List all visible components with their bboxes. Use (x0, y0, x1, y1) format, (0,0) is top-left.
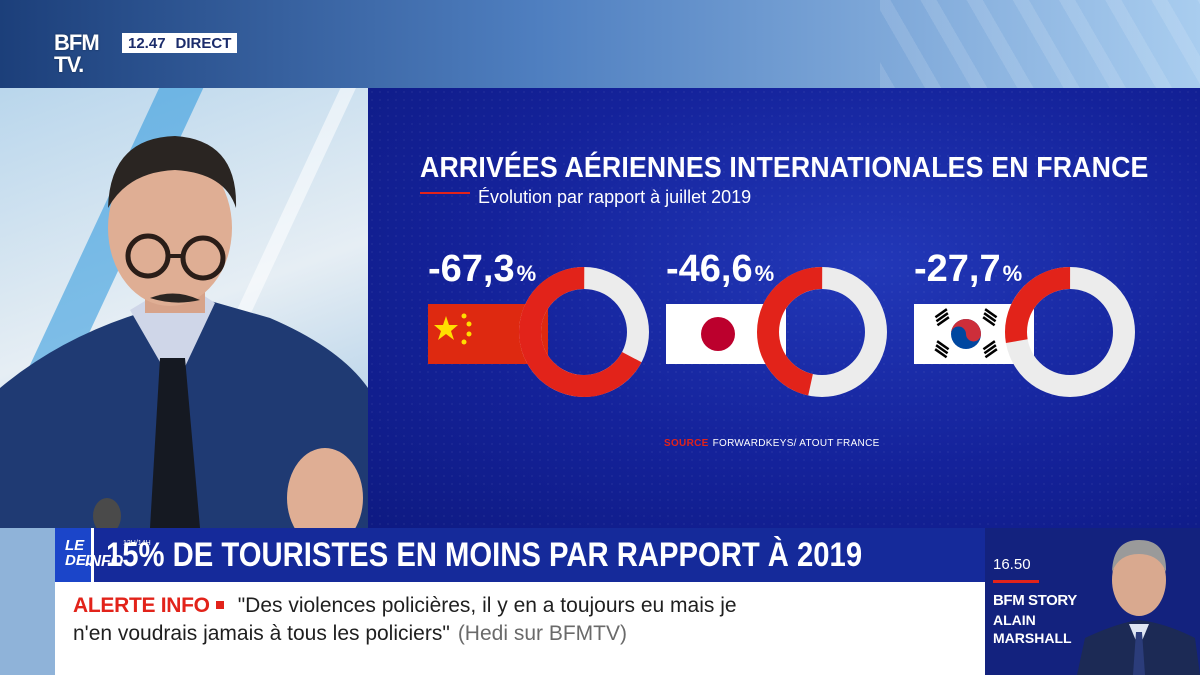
stat-value: -27,7% (914, 248, 1023, 290)
donut-china (519, 267, 649, 397)
presenter-image (0, 136, 368, 528)
headline-band: LE DEJ 12H/14H INFO 15% DE TOURISTES EN … (55, 528, 985, 582)
show-logo-time: 12H/14H (123, 540, 151, 547)
alert-quote-line-1: "Des violences policières, il y en a tou… (237, 594, 737, 617)
subtitle-accent-bar (420, 192, 470, 194)
alert-line-1: ALERTE INFO "Des violences policières, il… (73, 594, 737, 618)
stat-value: -46,6% (666, 248, 775, 290)
clock-box: 12.47 DIRECT (122, 33, 238, 53)
alert-label: ALERTE INFO (73, 594, 210, 617)
donut-japan (757, 267, 887, 397)
donut-arc (519, 267, 649, 397)
show-logo-line-2: INFO (85, 553, 124, 570)
stat-south-korea: -27,7% (914, 248, 1154, 408)
stat-japan: -46,6% (666, 248, 906, 408)
next-show-host-first: ALAIN (993, 612, 1036, 628)
next-show-time: 16.50 (993, 556, 1031, 573)
show-logo: LE DEJ 12H/14H INFO (55, 528, 151, 582)
chart-title: ARRIVÉES AÉRIENNES INTERNATIONALES EN FR… (420, 152, 1149, 184)
next-show-accent-bar (993, 580, 1039, 583)
studio-shot (0, 88, 368, 528)
clock-time: 12.47 (128, 34, 166, 52)
next-show-box: 16.50 BFM STORY ALAIN MARSHALL (985, 528, 1200, 675)
source-text: FORWARDKEYS/ ATOUT FRANCE (712, 438, 880, 449)
stat-china: -67,3% (428, 248, 668, 408)
live-label: DIRECT (175, 34, 232, 52)
donut-arc (1005, 267, 1135, 397)
host-portrait (1077, 540, 1200, 675)
show-logo-line-1: LE DEJ (65, 537, 95, 569)
infographic-panel: ARRIVÉES AÉRIENNES INTERNATIONALES EN FR… (368, 88, 1200, 528)
chart-source: SOURCE FORWARDKEYS/ ATOUT FRANCE (664, 438, 880, 449)
source-label: SOURCE (664, 438, 709, 449)
alert-ticker: ALERTE INFO "Des violences policières, il… (55, 582, 985, 675)
headline-text: 15% DE TOURISTES EN MOINS PAR RAPPORT À … (105, 535, 862, 574)
logo-line-1: BFM (54, 30, 100, 55)
alert-line-2: n'en voudrais jamais à tous les policier… (73, 622, 627, 646)
next-show-title: BFM STORY (993, 592, 1077, 609)
donut-south-korea (1005, 267, 1135, 397)
alert-quote-line-2: n'en voudrais jamais à tous les policier… (73, 622, 450, 645)
stat-value: -67,3% (428, 248, 537, 290)
logo-line-2: TV. (54, 52, 84, 77)
hexagon-pattern (880, 0, 1200, 90)
alert-square-icon (215, 600, 224, 609)
alert-source: (Hedi sur BFMTV) (457, 622, 627, 645)
chart-subtitle: Évolution par rapport à juillet 2019 (478, 187, 752, 207)
next-show-host-last: MARSHALL (993, 630, 1072, 646)
bfmtv-logo: BFM TV. (54, 32, 114, 84)
